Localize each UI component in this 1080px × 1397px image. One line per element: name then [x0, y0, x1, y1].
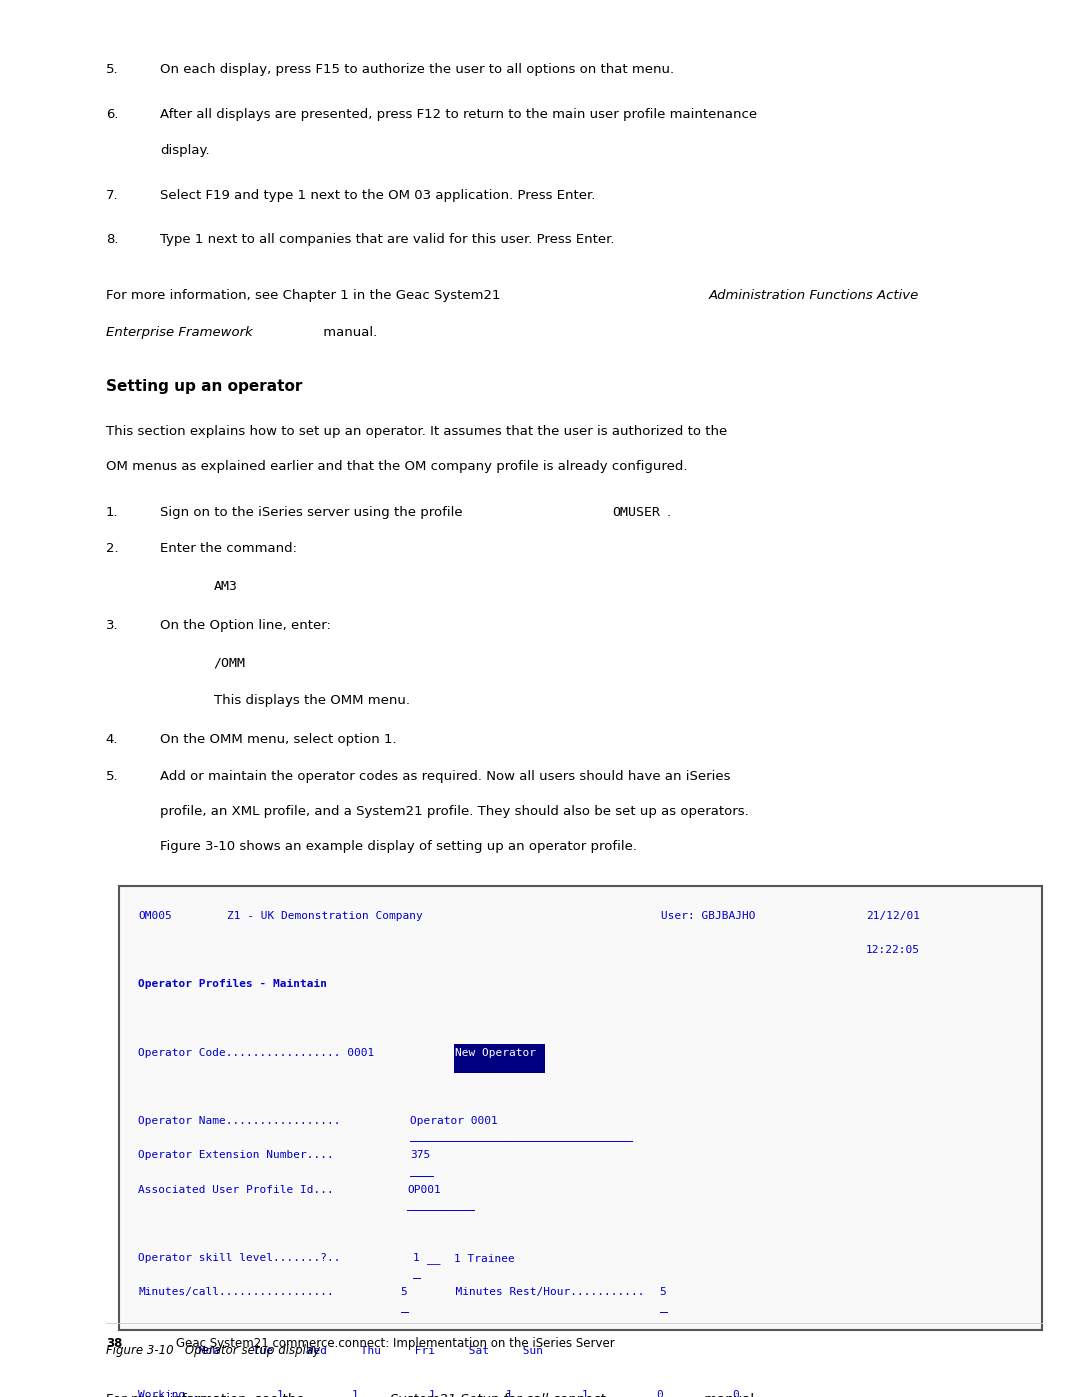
Text: manual.: manual.: [700, 1393, 758, 1397]
Text: System21 Setup for call.connect: System21 Setup for call.connect: [390, 1393, 605, 1397]
Text: Geac System21 commerce.connect: Implementation on the iSeries Server: Geac System21 commerce.connect: Implemen…: [176, 1337, 615, 1350]
Text: New Operator: New Operator: [455, 1048, 536, 1058]
Text: 1: 1: [413, 1253, 419, 1263]
Text: OM menus as explained earlier and that the OM company profile is already configu: OM menus as explained earlier and that t…: [106, 460, 687, 472]
Text: Enterprise Framework: Enterprise Framework: [106, 326, 253, 338]
Text: OM005: OM005: [138, 911, 172, 921]
Text: For more information, see the: For more information, see the: [106, 1393, 309, 1397]
Text: .: .: [666, 506, 671, 518]
Text: /OMM: /OMM: [214, 657, 246, 669]
Text: 1: 1: [276, 1390, 283, 1397]
Text: Operator Profiles - Maintain: Operator Profiles - Maintain: [138, 979, 327, 989]
Text: 7.: 7.: [106, 189, 119, 201]
Text: display.: display.: [160, 144, 210, 156]
Text: 12:22:05: 12:22:05: [866, 946, 920, 956]
Text: 0: 0: [657, 1390, 663, 1397]
Text: 1: 1: [429, 1390, 435, 1397]
Text: On the Option line, enter:: On the Option line, enter:: [160, 619, 330, 631]
Text: Working......: Working......: [138, 1390, 226, 1397]
Bar: [454, 1044, 544, 1073]
Text: Minutes/call.................: Minutes/call.................: [138, 1288, 334, 1298]
Text: Operator Extension Number....: Operator Extension Number....: [138, 1151, 334, 1161]
Text: 375: 375: [410, 1151, 431, 1161]
Text: Administration Functions Active: Administration Functions Active: [708, 289, 919, 302]
Text: manual.: manual.: [319, 326, 377, 338]
Text: Figure 3-10   Operator setup display: Figure 3-10 Operator setup display: [106, 1344, 320, 1356]
Text: This displays the OMM menu.: This displays the OMM menu.: [214, 694, 409, 707]
Text: 0: 0: [732, 1390, 739, 1397]
Text: 5.: 5.: [106, 770, 119, 782]
Text: After all displays are presented, press F12 to return to the main user profile m: After all displays are presented, press …: [160, 108, 757, 120]
Text: For more information, see Chapter 1 in the Geac System21: For more information, see Chapter 1 in t…: [106, 289, 504, 302]
Text: Associated User Profile Id...: Associated User Profile Id...: [138, 1185, 334, 1194]
Text: profile, an XML profile, and a System21 profile. They should also be set up as o: profile, an XML profile, and a System21 …: [160, 805, 748, 817]
Text: Operator Name.................: Operator Name.................: [138, 1116, 341, 1126]
Text: 6.: 6.: [106, 108, 119, 120]
Text: 4.: 4.: [106, 733, 119, 746]
Text: 1: 1: [582, 1390, 589, 1397]
Text: Operator Code................. 0001: Operator Code................. 0001: [138, 1048, 375, 1058]
Text: 3.: 3.: [106, 619, 119, 631]
Text: 2.: 2.: [106, 542, 119, 555]
Text: Minutes Rest/Hour...........: Minutes Rest/Hour...........: [416, 1288, 645, 1298]
Text: 1: 1: [505, 1390, 512, 1397]
Text: 5.: 5.: [106, 63, 119, 75]
Text: 1.: 1.: [106, 506, 119, 518]
Text: Mon     Tue     Wed     Thu     Fri     Sat     Sun: Mon Tue Wed Thu Fri Sat Sun: [138, 1345, 543, 1355]
Text: This section explains how to set up an operator. It assumes that the user is aut: This section explains how to set up an o…: [106, 425, 727, 437]
Bar: [119, 886, 1042, 1330]
Text: Operator skill level.......?..: Operator skill level.......?..: [138, 1253, 341, 1263]
Text: __  1 Trainee: __ 1 Trainee: [428, 1253, 515, 1264]
Text: 5: 5: [401, 1288, 407, 1298]
Text: 5: 5: [660, 1288, 666, 1298]
Text: Select F19 and type 1 next to the OM 03 application. Press Enter.: Select F19 and type 1 next to the OM 03 …: [160, 189, 595, 201]
Text: 8.: 8.: [106, 233, 119, 246]
Text: 1: 1: [352, 1390, 359, 1397]
Text: Enter the command:: Enter the command:: [160, 542, 297, 555]
Text: On the OMM menu, select option 1.: On the OMM menu, select option 1.: [160, 733, 396, 746]
Text: Operator 0001: Operator 0001: [410, 1116, 498, 1126]
Text: OP001: OP001: [407, 1185, 441, 1194]
Text: Setting up an operator: Setting up an operator: [106, 379, 302, 394]
Text: Z1 - UK Demonstration Company: Z1 - UK Demonstration Company: [227, 911, 422, 921]
Text: Sign on to the iSeries server using the profile: Sign on to the iSeries server using the …: [160, 506, 467, 518]
Text: Type 1 next to all companies that are valid for this user. Press Enter.: Type 1 next to all companies that are va…: [160, 233, 615, 246]
Text: User: GBJBAJHO: User: GBJBAJHO: [661, 911, 756, 921]
Text: AM3: AM3: [214, 580, 238, 592]
Text: Add or maintain the operator codes as required. Now all users should have an iSe: Add or maintain the operator codes as re…: [160, 770, 730, 782]
Text: On each display, press F15 to authorize the user to all options on that menu.: On each display, press F15 to authorize …: [160, 63, 674, 75]
Text: OMUSER: OMUSER: [612, 506, 660, 518]
Text: Figure 3-10 shows an example display of setting up an operator profile.: Figure 3-10 shows an example display of …: [160, 840, 637, 852]
Text: 38: 38: [106, 1337, 122, 1350]
Text: 21/12/01: 21/12/01: [866, 911, 920, 921]
